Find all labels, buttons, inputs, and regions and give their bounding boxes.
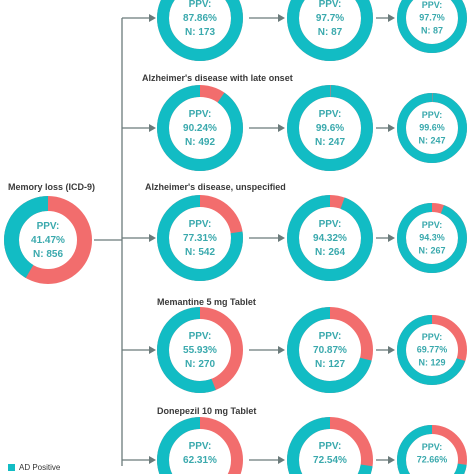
donut-r3-c0-ppv-value: 55.93% [183,345,217,356]
donut-r4-c0-ppv-value: 62.31% [183,455,217,466]
donut-r1-c0-ppv-label: PPV: [189,109,212,120]
branch-arrow-3-head [149,346,156,354]
legend-label-positive: AD Positive [19,463,61,472]
donut-r4-c1-positive-arc [287,417,373,474]
donut-r0-c2-positive-arc [397,0,467,53]
donut-r2-c0-ppv-label: PPV: [189,219,212,230]
step-arrow-a-4-head [278,456,285,464]
branch-arrow-2-head [149,234,156,242]
donut-r2-c2-ppv-label: PPV: [422,220,443,230]
donut-r0-c0-n-value: N: 173 [185,27,215,38]
donut-r2-c2-ppv-value: 94.3% [419,233,445,243]
donut-r1-c0-ppv-value: 90.24% [183,123,217,134]
donut-r0-c0-positive-arc [157,0,243,61]
donut-r4-c0-positive-arc [157,417,243,474]
donut-r3-c2-positive-arc [397,315,467,385]
legend-swatch-positive [8,464,15,471]
row-label-donepezil: Donepezil 10 mg Tablet [157,406,257,416]
step-arrow-a-3-head [278,346,285,354]
donut-r4-c1-ppv-value: 72.54% [313,455,347,466]
step-arrow-b-2-head [388,234,395,242]
donut-r3-c1-positive-arc [287,307,373,393]
donut-r4-c2-ppv-value: 72.66% [417,455,448,465]
row-label-late-onset: Alzheimer's disease with late onset [142,73,293,83]
donut-r2-c1-positive-arc [287,195,373,281]
donut-r3-c1-n-value: N: 127 [315,359,345,370]
donut-r1-c2-ppv-label: PPV: [422,110,443,120]
donut-r0-c2-ppv-label: PPV: [422,0,443,10]
donut-r2-c1-ppv-label: PPV: [319,219,342,230]
donut-r3-c1-ppv-label: PPV: [319,331,342,342]
donut-r3-c0-n-value: N: 270 [185,359,215,370]
donut-r0-c0-ppv-label: PPV: [189,0,212,10]
donut-r4-c0-ppv-label: PPV: [189,441,212,452]
step-arrow-a-0-head [278,14,285,22]
root-donut-positive-arc [4,196,92,284]
root-donut-ppv-value: 41.47% [31,235,65,246]
donut-r4-c1-ppv-label: PPV: [319,441,342,452]
donut-r0-c0-ppv-value: 87.86% [183,13,217,24]
donut-r1-c2-ppv-value: 99.6% [419,123,445,133]
step-arrow-b-4-head [388,456,395,464]
donut-r2-c1-n-value: N: 264 [315,247,345,258]
donut-r0-c1-positive-arc [287,0,373,61]
donut-r1-c0-n-value: N: 492 [185,137,215,148]
donut-r0-c2-n-value: N: 87 [421,25,443,35]
step-arrow-a-2-head [278,234,285,242]
root-label: Memory loss (ICD-9) [8,182,96,192]
donut-r3-c0-positive-arc [157,307,243,393]
step-arrow-b-1-head [388,124,395,132]
donut-r2-c0-positive-arc [157,195,243,281]
donut-r1-c1-ppv-label: PPV: [319,109,342,120]
donut-r4-c2-ppv-label: PPV: [422,442,443,452]
root-donut-ppv-label: PPV: [37,221,60,232]
donut-r0-c2-ppv-value: 97.7% [419,13,445,23]
donut-r1-c0-positive-arc [157,85,243,171]
donut-r1-c1-n-value: N: 247 [315,137,345,148]
donut-r2-c0-n-value: N: 542 [185,247,215,258]
donut-r0-c1-n-value: N: 87 [318,27,343,38]
donut-r0-c1-ppv-label: PPV: [319,0,342,10]
branch-arrow-4-head [149,456,156,464]
donut-r3-c2-n-value: N: 129 [418,357,445,367]
branch-arrow-1-head [149,124,156,132]
donut-r1-c1-ppv-value: 99.6% [316,123,344,134]
donut-r1-c2-n-value: N: 247 [418,135,445,145]
donut-r1-c1-positive-arc [287,85,373,171]
donut-r3-c2-ppv-label: PPV: [422,332,443,342]
root-donut-n-value: N: 856 [33,249,63,260]
donut-r2-c1-ppv-value: 94.32% [313,233,347,244]
donut-r2-c2-positive-arc [397,203,467,273]
donut-r2-c0-ppv-value: 77.31% [183,233,217,244]
branch-arrow-0-head [149,14,156,22]
step-arrow-b-0-head [388,14,395,22]
donut-r1-c2-positive-arc [397,93,467,163]
donut-r2-c2-n-value: N: 267 [418,245,445,255]
donut-r3-c1-ppv-value: 70.87% [313,345,347,356]
donut-r3-c2-ppv-value: 69.77% [417,345,448,355]
step-arrow-a-1-head [278,124,285,132]
donut-r0-c1-ppv-value: 97.7% [316,13,344,24]
donut-r4-c2-positive-arc [397,425,467,474]
legend: AD Positive [8,463,60,472]
step-arrow-b-3-head [388,346,395,354]
donut-r3-c0-ppv-label: PPV: [189,331,212,342]
row-label-memantine: Memantine 5 mg Tablet [157,297,256,307]
row-label-unspecified: Alzheimer's disease, unspecified [145,182,286,192]
